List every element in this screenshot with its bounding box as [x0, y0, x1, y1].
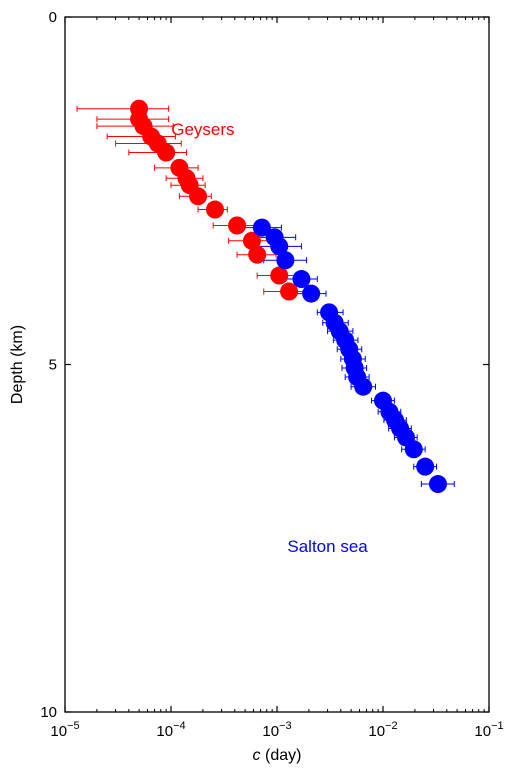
data-point [404, 440, 423, 459]
x-tick-exponent: −1 [491, 720, 504, 732]
x-tick-base: 10 [262, 723, 279, 740]
data-points [130, 99, 447, 494]
data-point [189, 187, 208, 206]
x-tick-base: 10 [474, 723, 491, 740]
data-point [354, 377, 373, 396]
y-tick-label: 5 [49, 357, 57, 374]
tick-marks [64, 16, 490, 713]
data-point [280, 282, 299, 301]
x-tick-exponent: −3 [279, 720, 292, 732]
x-tick-label: 10−1 [474, 720, 503, 740]
x-tick-label: 10−4 [156, 720, 185, 740]
x-tick-label: 10−2 [368, 720, 397, 740]
x-tick-exponent: −5 [67, 720, 80, 732]
data-point [276, 251, 295, 270]
x-tick-exponent: −4 [173, 720, 186, 732]
annotation-label: Geysers [171, 120, 234, 139]
data-point [302, 284, 321, 303]
data-point [270, 266, 289, 285]
annotations: Geysers Salton sea [171, 120, 368, 556]
x-tick-base: 10 [50, 723, 67, 740]
x-tick-label: 10−3 [262, 720, 291, 740]
error-bar [106, 133, 176, 140]
plot-frame [64, 16, 490, 713]
data-point [242, 231, 261, 250]
data-point [228, 216, 247, 235]
data-point [205, 200, 224, 219]
x-tick-exponent: −2 [385, 720, 398, 732]
y-tick-label: 10 [40, 704, 57, 721]
data-point [416, 457, 435, 476]
error-bar [76, 105, 170, 112]
data-point [428, 475, 447, 494]
x-axis-label-unit: (day) [261, 747, 302, 764]
x-tick-base: 10 [156, 723, 173, 740]
annotation-label: Salton sea [287, 537, 368, 556]
x-axis-label: c (day) [253, 747, 302, 764]
data-point [157, 143, 176, 162]
x-axis-label-variable: c [253, 747, 261, 764]
data-point [292, 270, 311, 289]
y-tick-label: 0 [49, 9, 57, 26]
data-point [252, 218, 271, 237]
x-tick-label: 10−5 [50, 720, 79, 740]
x-tick-base: 10 [368, 723, 385, 740]
data-point [248, 245, 267, 264]
data-point [270, 237, 289, 256]
y-axis-label: Depth (km) [9, 325, 26, 404]
